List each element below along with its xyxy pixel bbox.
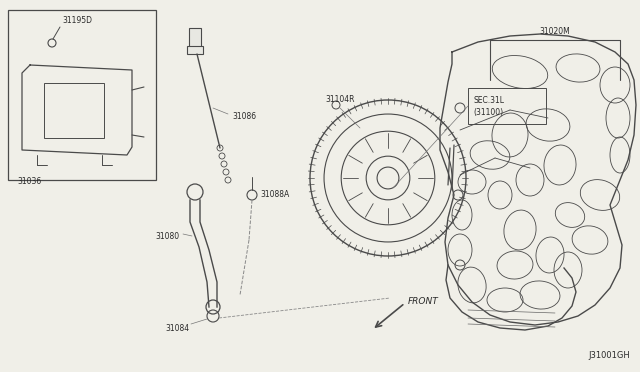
Bar <box>44 83 104 138</box>
Text: SEC.31L: SEC.31L <box>473 96 504 105</box>
Text: 31020M: 31020M <box>540 27 570 36</box>
Text: 31088A: 31088A <box>260 190 289 199</box>
Text: FRONT: FRONT <box>408 297 439 306</box>
Text: 31195D: 31195D <box>62 16 92 25</box>
Text: (31100): (31100) <box>473 108 503 117</box>
Text: J31001GH: J31001GH <box>588 351 630 360</box>
Text: 31080: 31080 <box>155 232 179 241</box>
Text: 31036: 31036 <box>17 177 41 186</box>
Bar <box>187 46 203 54</box>
Text: 31084: 31084 <box>165 324 189 333</box>
Bar <box>8 10 156 180</box>
Bar <box>189 28 201 50</box>
Bar <box>468 88 546 124</box>
Text: 31104R: 31104R <box>325 95 355 104</box>
Text: 31086: 31086 <box>232 112 256 121</box>
